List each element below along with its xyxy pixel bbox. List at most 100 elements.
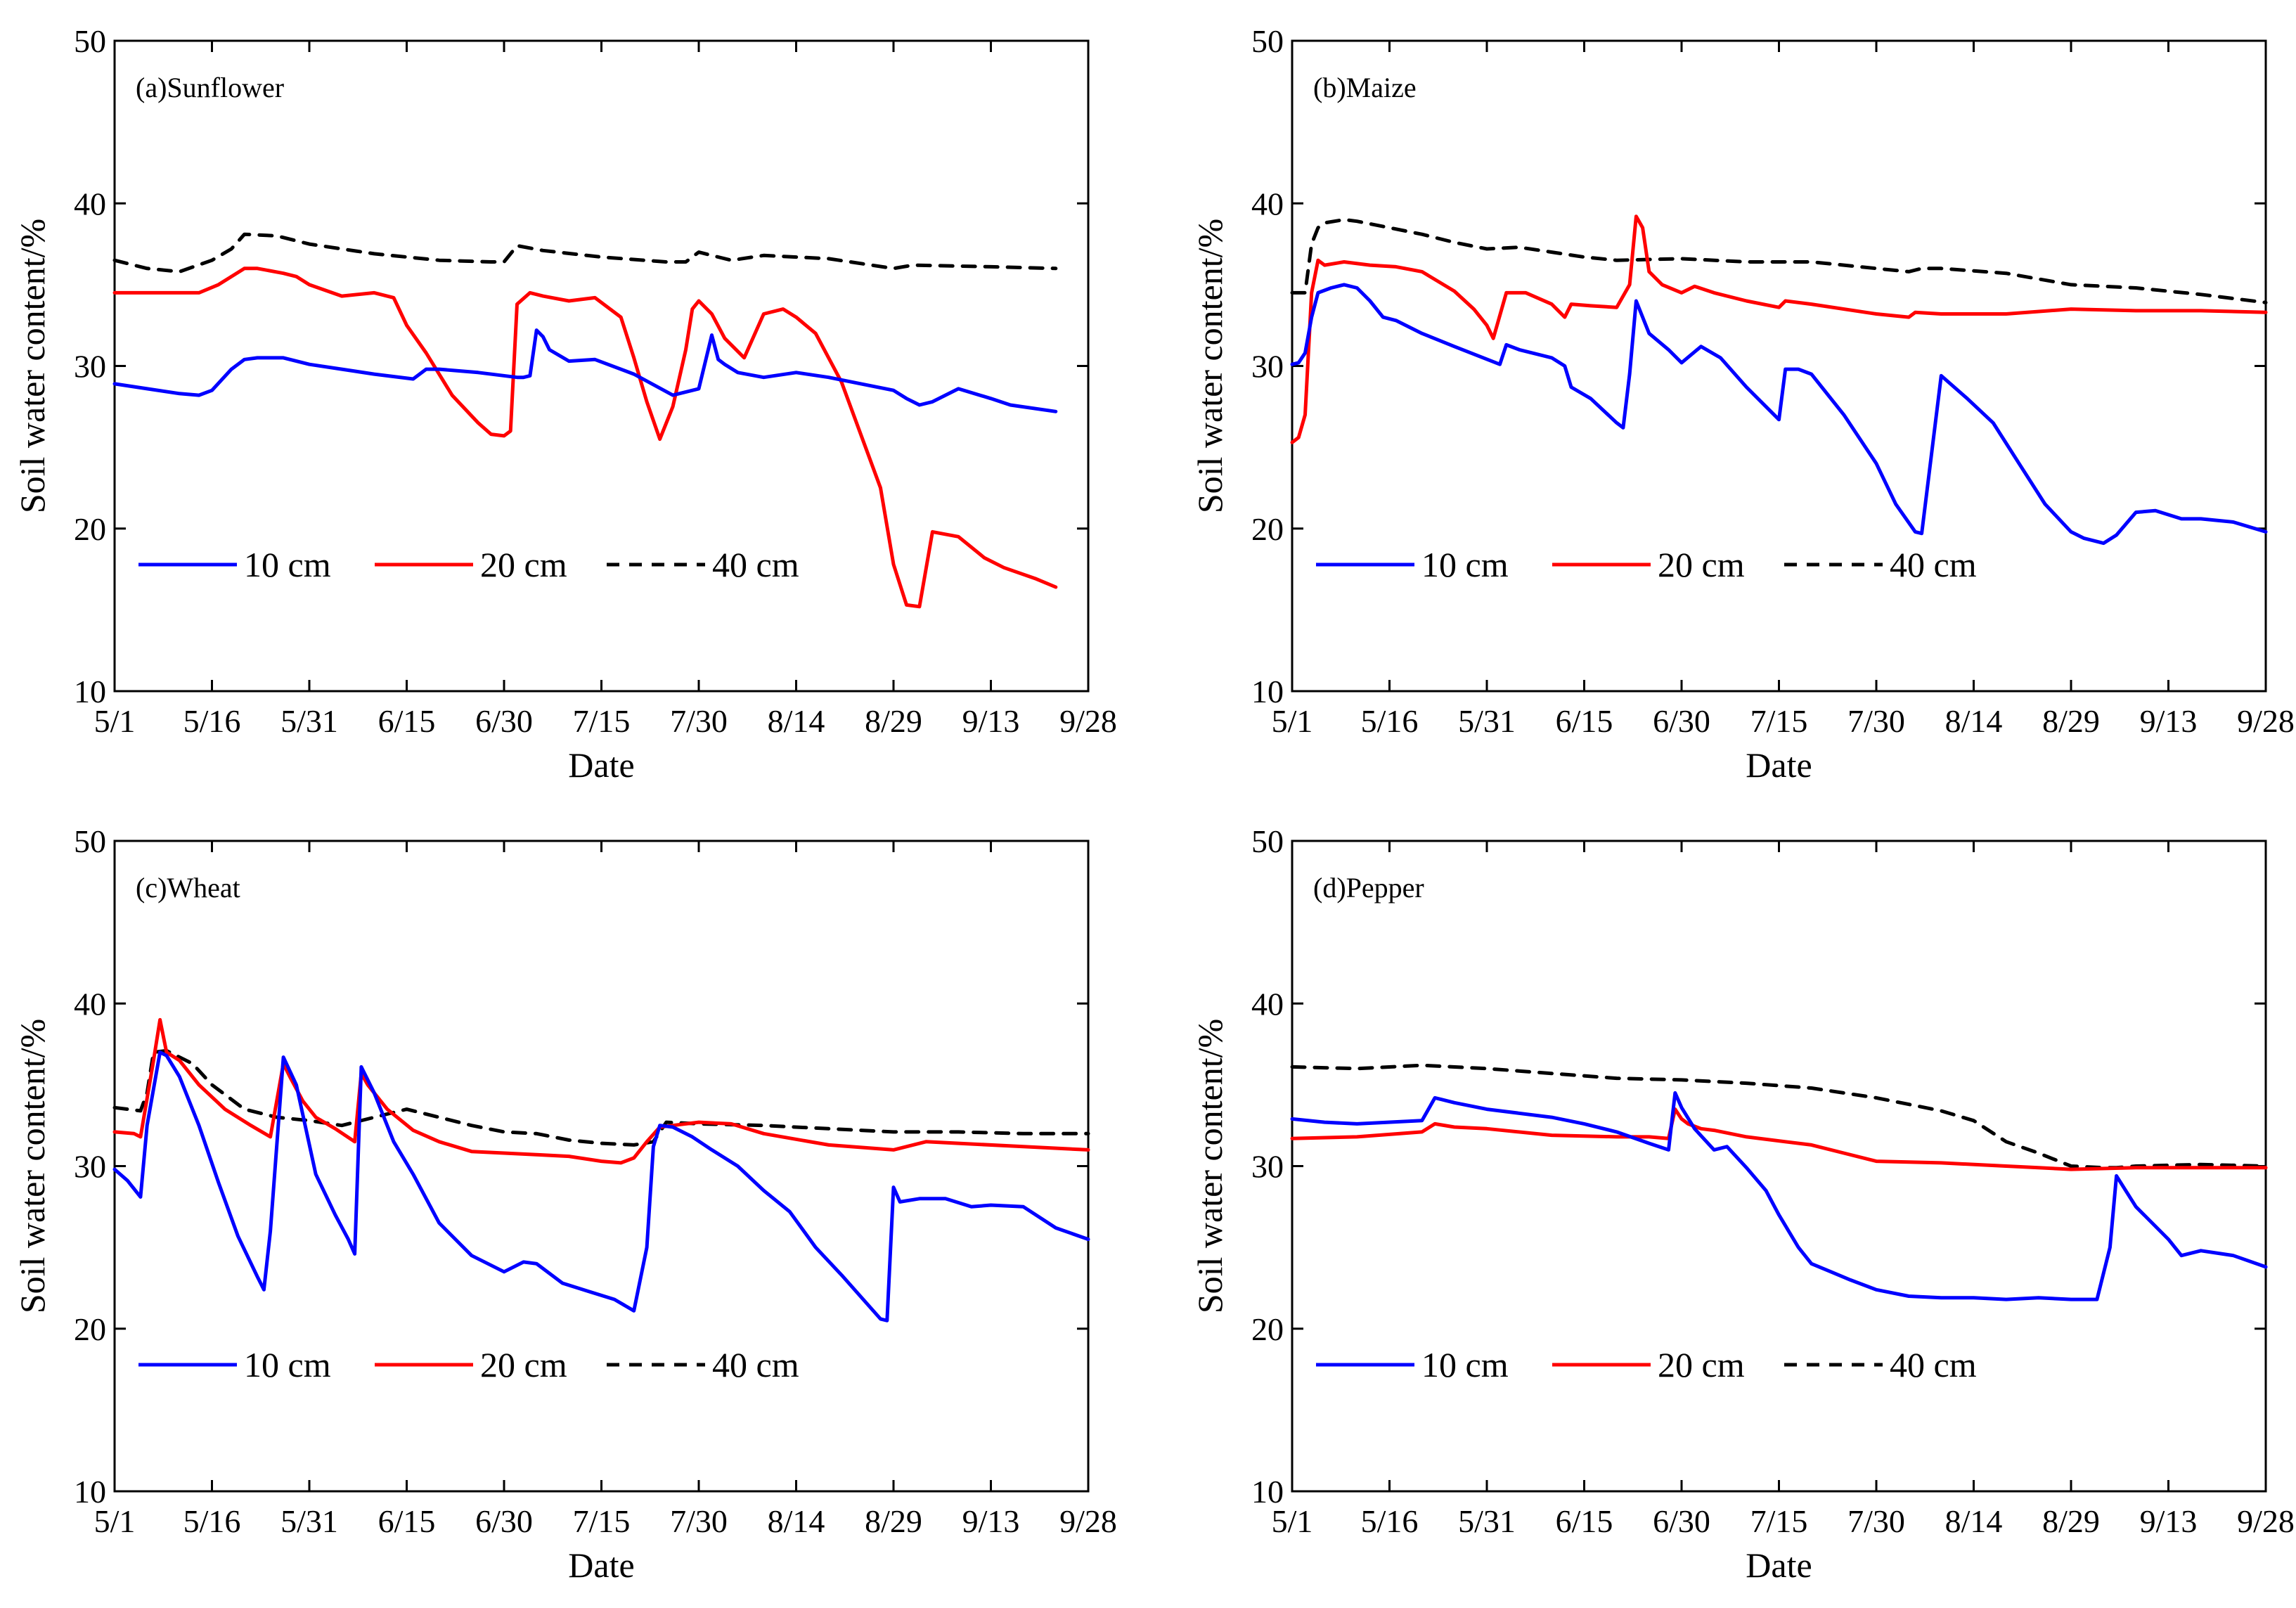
legend-label-10-cm: 10 cm — [244, 545, 331, 584]
panel-b: 10 20 30 40 50 5/1 5/16 5/31 6/15 6/30 7/15 7/30 8/1… — [1190, 23, 2295, 785]
y-axis-title: Soil water content/% — [13, 219, 52, 513]
series-line-10-cm — [1290, 283, 2268, 546]
x-tick-label: 6/30 — [475, 1503, 533, 1539]
series-line-20-cm — [112, 1017, 1090, 1165]
legend-label-20-cm: 20 cm — [480, 1345, 567, 1384]
series-line-40-cm — [1290, 217, 2268, 304]
x-tick-label: 8/14 — [768, 703, 825, 739]
legend-label-20-cm: 20 cm — [1658, 1345, 1745, 1384]
x-tick-label: 5/1 — [94, 703, 136, 739]
x-tick-label: 8/29 — [2042, 1503, 2100, 1539]
y-tick-label: 20 — [1251, 1311, 1284, 1347]
y-tick-label: 40 — [74, 986, 106, 1022]
x-tick-label: 5/16 — [1361, 1503, 1419, 1539]
legend-label-10-cm: 10 cm — [1421, 1345, 1509, 1384]
x-tick-label: 5/1 — [94, 1503, 136, 1539]
x-tick-label: 5/1 — [1272, 703, 1313, 739]
x-tick-label: 5/31 — [1458, 703, 1516, 739]
y-tick-label: 30 — [74, 349, 106, 385]
x-tick-label: 6/30 — [1653, 703, 1710, 739]
series-line-10-cm — [1290, 1091, 2268, 1301]
y-tick-label: 40 — [1251, 986, 1284, 1022]
legend-label-40-cm: 40 cm — [1890, 1345, 1977, 1384]
x-tick-label: 7/15 — [573, 1503, 631, 1539]
x-tick-label: 9/28 — [1059, 1503, 1117, 1539]
panel-d: 10 20 30 40 50 5/1 5/16 5/31 6/15 6/30 7/15 7/30 8/1… — [1190, 823, 2295, 1585]
x-tick-label: 9/13 — [2140, 703, 2198, 739]
x-tick-label: 8/29 — [2042, 703, 2100, 739]
legend-label-20-cm: 20 cm — [1658, 545, 1745, 584]
series-line-20-cm — [112, 266, 1058, 609]
x-tick-label: 9/28 — [1059, 703, 1117, 739]
y-axis-title: Soil water content/% — [1190, 219, 1230, 513]
x-tick-label: 9/13 — [962, 1503, 1020, 1539]
legend-label-10-cm: 10 cm — [1421, 545, 1509, 584]
y-tick-label: 20 — [74, 511, 106, 547]
x-tick-label: 5/16 — [183, 703, 241, 739]
x-tick-label: 7/15 — [573, 703, 631, 739]
x-tick-label: 8/14 — [768, 1503, 825, 1539]
series-line-20-cm — [1290, 1107, 2268, 1171]
panel-a: 10 20 30 40 50 5/1 5/16 5/31 6/15 6/30 7/15 7/30 8/1… — [13, 23, 1117, 785]
series-line-10-cm — [112, 1050, 1090, 1323]
x-tick-label: 6/15 — [378, 1503, 436, 1539]
x-tick-label: 7/30 — [1847, 703, 1905, 739]
y-tick-label: 10 — [1251, 674, 1284, 709]
x-tick-label: 5/16 — [183, 1503, 241, 1539]
y-tick-label: 30 — [1251, 1149, 1284, 1185]
plot-frame — [113, 840, 1090, 1493]
y-tick-label: 50 — [74, 823, 106, 859]
legend-label-40-cm: 40 cm — [712, 1345, 799, 1384]
x-tick-label: 6/15 — [1556, 703, 1613, 739]
x-tick-label: 8/29 — [865, 703, 922, 739]
panel-title: (d)Pepper — [1313, 872, 1424, 903]
y-tick-label: 20 — [1251, 511, 1284, 547]
panel-title: (c)Wheat — [136, 872, 240, 903]
x-tick-label: 6/15 — [1556, 1503, 1613, 1539]
x-tick-label: 9/13 — [962, 703, 1020, 739]
y-tick-label: 10 — [74, 674, 106, 709]
y-tick-label: 40 — [74, 186, 106, 221]
series-line-10-cm — [112, 328, 1058, 413]
x-tick-label: 7/30 — [670, 703, 728, 739]
y-axis-title: Soil water content/% — [13, 1019, 52, 1313]
x-tick-label: 8/14 — [1945, 703, 2003, 739]
y-tick-label: 20 — [74, 1311, 106, 1347]
x-tick-label: 7/30 — [670, 1503, 728, 1539]
y-tick-label: 10 — [1251, 1474, 1284, 1510]
y-tick-label: 50 — [1251, 23, 1284, 59]
x-tick-label: 5/16 — [1361, 703, 1419, 739]
x-tick-label: 5/31 — [1458, 1503, 1516, 1539]
y-tick-label: 10 — [74, 1474, 106, 1510]
legend-label-20-cm: 20 cm — [480, 545, 567, 584]
y-axis-title: Soil water content/% — [1190, 1019, 1230, 1313]
plot-frame — [113, 39, 1090, 693]
x-tick-label: 5/31 — [280, 703, 338, 739]
y-tick-label: 30 — [74, 1149, 106, 1185]
panel-title: (b)Maize — [1313, 72, 1417, 103]
legend-label-40-cm: 40 cm — [1890, 545, 1977, 584]
x-tick-label: 7/15 — [1750, 1503, 1808, 1539]
x-tick-label: 8/29 — [865, 1503, 922, 1539]
x-tick-label: 7/15 — [1750, 703, 1808, 739]
x-tick-label: 8/14 — [1945, 1503, 2003, 1539]
x-tick-label: 9/13 — [2140, 1503, 2198, 1539]
x-tick-label: 5/31 — [280, 1503, 338, 1539]
x-axis-title: Date — [1746, 1545, 1812, 1585]
series-line-40-cm — [112, 1048, 1090, 1147]
x-tick-label: 6/15 — [378, 703, 436, 739]
plot-frame — [1291, 39, 2267, 693]
y-tick-label: 40 — [1251, 186, 1284, 221]
x-tick-label: 9/28 — [2237, 703, 2295, 739]
y-tick-label: 50 — [74, 23, 106, 59]
x-tick-label: 7/30 — [1847, 1503, 1905, 1539]
legend-label-40-cm: 40 cm — [712, 545, 799, 584]
y-tick-label: 30 — [1251, 349, 1284, 385]
series-line-20-cm — [1290, 214, 2268, 444]
x-tick-label: 9/28 — [2237, 1503, 2295, 1539]
x-axis-title: Date — [568, 745, 634, 785]
x-tick-label: 6/30 — [1653, 1503, 1710, 1539]
series-line-40-cm — [1290, 1063, 2268, 1170]
y-tick-label: 50 — [1251, 823, 1284, 859]
